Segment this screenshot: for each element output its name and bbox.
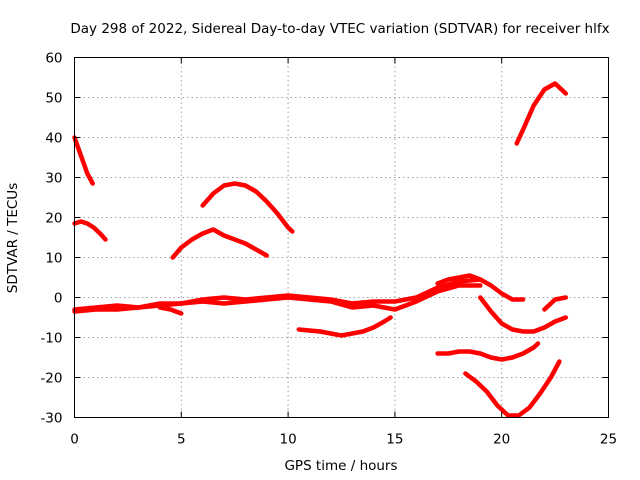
x-tick-label: 0 — [70, 432, 79, 448]
chart-title: Day 298 of 2022, Sidereal Day-to-day VTE… — [70, 21, 609, 37]
series-arc-11 — [435, 341, 541, 362]
series-arc-8 — [435, 273, 526, 302]
series-arc-9 — [296, 315, 393, 338]
y-tick-label: 30 — [45, 171, 62, 187]
grid — [74, 57, 609, 418]
y-axis-label: SDTVAR / TECUs — [5, 183, 21, 293]
series-arc-4 — [200, 181, 295, 234]
y-tick-label: 50 — [45, 91, 62, 107]
x-tick-label: 5 — [177, 432, 186, 448]
y-tick-label: 40 — [45, 131, 62, 147]
y-tick-label: 10 — [45, 251, 62, 267]
series-arc-5 — [72, 277, 483, 312]
series-arc-12 — [463, 359, 562, 418]
series-arc-10 — [478, 295, 569, 334]
series-arc-7 — [157, 305, 184, 316]
series-arc-14 — [542, 295, 569, 312]
x-ticks: 0 5 10 15 20 25 — [70, 57, 617, 448]
plot-frame — [74, 57, 609, 418]
series-arc-2 — [72, 219, 108, 242]
x-tick-label: 20 — [493, 432, 510, 448]
y-tick-label: 0 — [54, 291, 63, 307]
series-arc-13 — [514, 81, 569, 146]
y-tick-label: -30 — [40, 411, 62, 427]
x-tick-label: 15 — [386, 432, 403, 448]
x-axis-label: GPS time / hours — [284, 458, 397, 474]
x-tick-label: 25 — [600, 432, 617, 448]
y-ticks: -30 -20 -10 0 10 20 30 40 50 60 — [40, 51, 609, 427]
x-tick-label: 10 — [280, 432, 297, 448]
y-tick-label: -20 — [40, 371, 62, 387]
y-tick-label: 60 — [45, 51, 62, 67]
series-arc-1 — [72, 135, 95, 186]
y-tick-label: -10 — [40, 331, 62, 347]
y-tick-label: 20 — [45, 211, 62, 227]
series-arc-3 — [170, 227, 269, 260]
series-arc-6 — [72, 283, 483, 314]
series-group — [72, 81, 569, 418]
